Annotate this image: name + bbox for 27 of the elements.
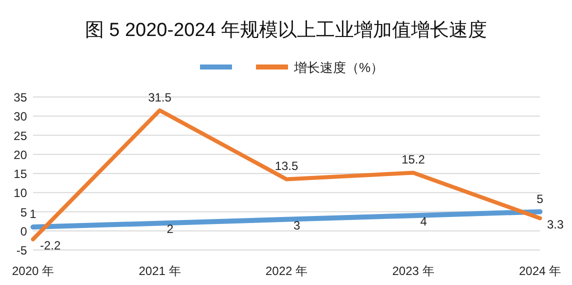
data-label: 15.2: [402, 152, 426, 167]
data-label: 1: [30, 207, 37, 222]
y-tick-label: 15: [14, 167, 28, 181]
y-tick-label: 5: [20, 205, 28, 220]
legend-label: 增长速度（%）: [293, 60, 384, 75]
data-label: 3.3: [547, 217, 564, 232]
data-label: 3: [294, 218, 300, 232]
x-tick-label: 2020 年: [12, 264, 54, 278]
line-series: [31, 108, 542, 242]
y-tick-label: 35: [14, 90, 28, 104]
y-tick-label: 25: [14, 128, 28, 143]
x-tick-label: 2021 年: [138, 264, 181, 278]
data-label: 2: [166, 222, 174, 236]
data-label: -2.2: [40, 238, 62, 252]
chart-title: 图 5 2020-2024 年规模以上工业增加值增长速度: [84, 19, 488, 41]
y-tick-label: 20: [14, 148, 28, 162]
y-tick-label: 0: [20, 224, 28, 238]
data-label: 5: [536, 192, 544, 206]
x-tick-label: 2022 年: [265, 264, 308, 278]
y-tick-label: -5: [16, 244, 28, 258]
data-label: 31.5: [148, 90, 172, 104]
x-tick-label: 2023 年: [392, 264, 434, 278]
data-label: 4: [420, 214, 428, 229]
data-label: 13.5: [274, 159, 298, 174]
x-tick-label: 2024 年: [518, 264, 562, 278]
y-tick-label: 10: [14, 186, 28, 200]
y-tick-label: 30: [14, 110, 28, 124]
